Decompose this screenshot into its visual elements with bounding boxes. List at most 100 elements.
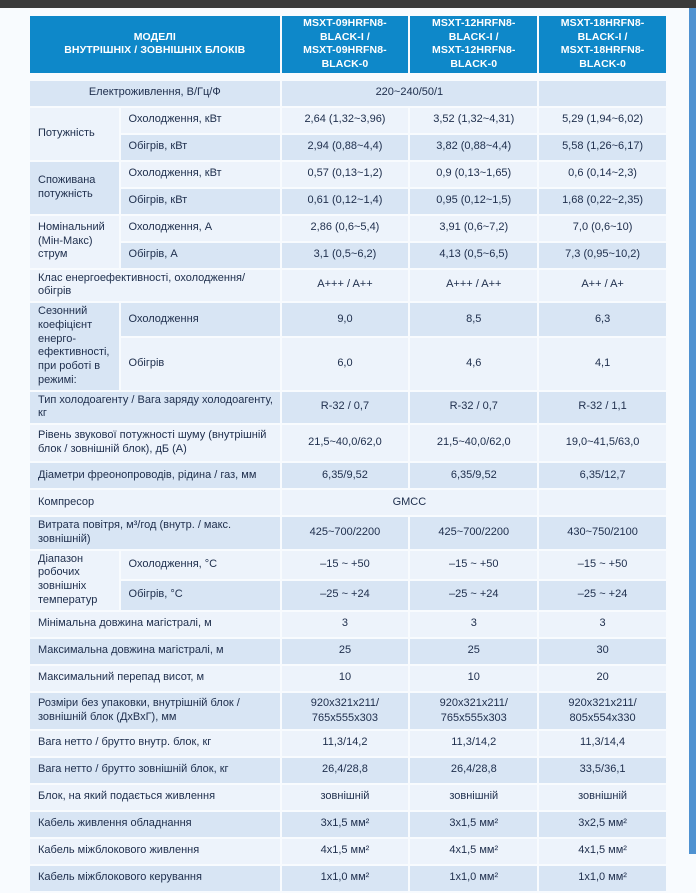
cell-value: 3,1 (0,5~6,2) — [281, 242, 409, 268]
cell-value: 21,5~40,0/62,0 — [281, 425, 409, 462]
row-label: Мінімальна довжина магістралі, м — [30, 611, 280, 637]
cell-value: 3х1,5 мм² — [410, 811, 538, 837]
cell-value: 3х1,5 мм² — [281, 811, 409, 837]
row-label: Кабель міжблокового живлення — [30, 838, 280, 864]
model-column-header-18: MSXT-18HRFN8-BLACK-I / MSXT-18HRFN8-BLAC… — [539, 16, 666, 73]
cell-value: 33,5/36,1 — [539, 757, 666, 783]
cell-value: 0,95 (0,12~1,5) — [410, 188, 538, 214]
models-header: МОДЕЛІ ВНУТРІШНІХ / ЗОВНІШНІХ БЛОКІВ MSX… — [28, 14, 668, 75]
models-title-line2: ВНУТРІШНІХ / ЗОВНІШНІХ БЛОКІВ — [64, 44, 246, 57]
cell-value: 5,58 (1,26~6,17) — [539, 134, 666, 160]
table-row: Кабель міжблокового керування 1х1,0 мм² … — [30, 865, 666, 891]
row-label: Рівень звукової потужності шуму (внутріш… — [30, 425, 280, 462]
cell-value: –25 ~ +24 — [410, 581, 538, 610]
cell-value: 3,91 (0,6~7,2) — [410, 215, 538, 241]
row-group-label: Потужність — [30, 107, 119, 160]
table-row: Обігрів 6,0 4,6 4,1 — [30, 337, 666, 390]
cell-value: 6,35/12,7 — [539, 463, 666, 489]
cell-value: 10 — [281, 665, 409, 691]
row-label: Максимальна довжина магістралі, м — [30, 638, 280, 664]
row-group-label: Споживана потужність — [30, 161, 119, 214]
row-label: Вага нетто / брутто внутр. блок, кг — [30, 730, 280, 756]
row-sublabel: Охолодження, °С — [120, 550, 280, 580]
cell-value: зовнішній — [410, 784, 538, 810]
table-row: Мінімальна довжина магістралі, м 3 3 3 — [30, 611, 666, 637]
table-row: Кабель живлення обладнання 3х1,5 мм² 3х1… — [30, 811, 666, 837]
cell-value: 6,3 — [539, 303, 666, 336]
cell-value: 3х2,5 мм² — [539, 811, 666, 837]
page-edge-strip — [689, 8, 696, 854]
table-row: Сезонний коефіцієнт енерго-ефективності,… — [30, 303, 666, 390]
cell-value: 2,94 (0,88~4,4) — [281, 134, 409, 160]
cell-value: 11,3/14,4 — [539, 730, 666, 756]
table-row: Обігрів, °С –25 ~ +24 –25 ~ +24 –25 ~ +2… — [30, 581, 666, 610]
cell-value: 6,35/9,52 — [410, 463, 538, 489]
cell-value: 6,0 — [281, 337, 409, 390]
cell-value: 0,61 (0,12~1,4) — [281, 188, 409, 214]
cell-value: 20 — [539, 665, 666, 691]
cell-value-merged: GMCC — [281, 490, 538, 516]
cell-value: 920х321х211/ 805х554х330 — [539, 692, 666, 729]
cell-value: 425~700/2200 — [281, 517, 409, 549]
cell-value: 3 — [539, 611, 666, 637]
models-title-line1: МОДЕЛІ — [133, 30, 176, 43]
table-row: Обігрів, кВт 2,94 (0,88~4,4) 3,82 (0,88~… — [30, 134, 666, 160]
row-sublabel: Обігрів, А — [120, 242, 280, 268]
cell-value: R-32 / 0,7 — [281, 391, 409, 424]
cell-value: 26,4/28,8 — [410, 757, 538, 783]
table-row: Тип холодоагенту / Вага заряду холодоаге… — [30, 391, 666, 424]
table-row: Рівень звукової потужності шуму (внутріш… — [30, 425, 666, 462]
row-group-label: Сезонний коефіцієнт енерго-ефективності,… — [30, 303, 119, 390]
cell-value: 26,4/28,8 — [281, 757, 409, 783]
cell-value: 1х1,0 мм² — [539, 865, 666, 891]
row-label: Вага нетто / брутто зовнішній блок, кг — [30, 757, 280, 783]
table-row: Витрата повітря, м³/год (внутр. / макс. … — [30, 517, 666, 549]
row-sublabel: Обігрів, кВт — [120, 188, 280, 214]
row-label: Тип холодоагенту / Вага заряду холодоаге… — [30, 391, 280, 424]
cell-value: 0,9 (0,13~1,65) — [410, 161, 538, 187]
row-sublabel: Охолодження — [120, 303, 280, 336]
table-row: Клас енергоефективності, охолодження/ об… — [30, 269, 666, 302]
cell-value: 4,6 — [410, 337, 538, 390]
row-label: Діаметри фреонопроводів, рідина / газ, м… — [30, 463, 280, 489]
row-sublabel: Охолодження, кВт — [120, 161, 280, 187]
table-row: Обігрів, кВт 0,61 (0,12~1,4) 0,95 (0,12~… — [30, 188, 666, 214]
model-column-header-09: MSXT-09HRFN8-BLACK-I / MSXT-09HRFN8-BLAC… — [281, 16, 409, 73]
table-row: Обігрів, А 3,1 (0,5~6,2) 4,13 (0,5~6,5) … — [30, 242, 666, 268]
cell-value: 6,35/9,52 — [281, 463, 409, 489]
cell-value: 10 — [410, 665, 538, 691]
cell-value: 1х1,0 мм² — [410, 865, 538, 891]
cell-value: A+++ / A++ — [281, 269, 409, 302]
cell-value: 1,68 (0,22~2,35) — [539, 188, 666, 214]
cell-value: 4,1 — [539, 337, 666, 390]
row-label: Електроживлення, В/Гц/Ф — [30, 80, 280, 106]
row-label: Максимальний перепад висот, м — [30, 665, 280, 691]
models-title-cell: МОДЕЛІ ВНУТРІШНІХ / ЗОВНІШНІХ БЛОКІВ — [30, 16, 280, 73]
cell-value: 25 — [281, 638, 409, 664]
cell-value: 25 — [410, 638, 538, 664]
table-row: Компресор GMCC — [30, 490, 666, 516]
cell-value: 9,0 — [281, 303, 409, 336]
cell-value: 19,0~41,5/63,0 — [539, 425, 666, 462]
cell-value: 2,86 (0,6~5,4) — [281, 215, 409, 241]
table-row: Блок, на який подається живлення зовнішн… — [30, 784, 666, 810]
cell-value: зовнішній — [539, 784, 666, 810]
cell-value: –15 ~ +50 — [410, 550, 538, 580]
cell-value: –25 ~ +24 — [539, 581, 666, 610]
empty-cell — [539, 80, 666, 106]
cell-value: 30 — [539, 638, 666, 664]
cell-value: 5,29 (1,94~6,02) — [539, 107, 666, 133]
empty-cell — [539, 490, 666, 516]
row-sublabel: Обігрів, °С — [120, 581, 280, 610]
cell-value: 2,64 (1,32~3,96) — [281, 107, 409, 133]
cell-value: 11,3/14,2 — [281, 730, 409, 756]
table-row: Вага нетто / брутто внутр. блок, кг 11,3… — [30, 730, 666, 756]
cell-value: 11,3/14,2 — [410, 730, 538, 756]
header-row: МОДЕЛІ ВНУТРІШНІХ / ЗОВНІШНІХ БЛОКІВ MSX… — [30, 16, 666, 73]
row-label: Розміри без упаковки, внутрішній блок / … — [30, 692, 280, 729]
table-row: Потужність Охолодження, кВт 2,64 (1,32~3… — [30, 107, 666, 160]
table-row: Діаметри фреонопроводів, рідина / газ, м… — [30, 463, 666, 489]
cell-value: 430~750/2100 — [539, 517, 666, 549]
cell-value: R-32 / 1,1 — [539, 391, 666, 424]
spec-table: Електроживлення, В/Гц/Ф 220~240/50/1 Пот… — [28, 79, 668, 893]
